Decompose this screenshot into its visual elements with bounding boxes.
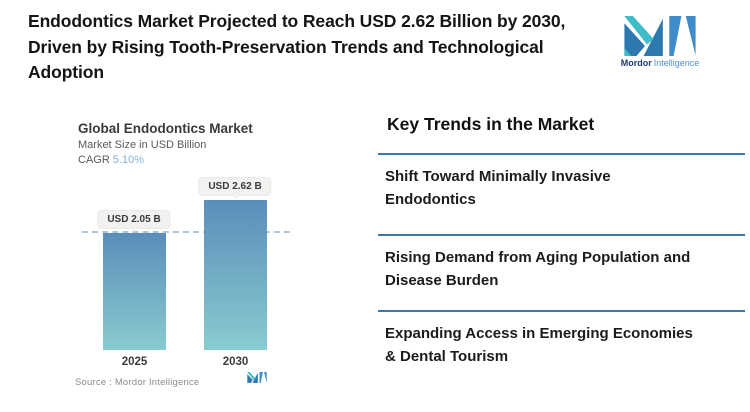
chart-bar-2030: [204, 200, 267, 350]
trend-item-2: Rising Demand from Aging Population and …: [385, 246, 745, 292]
trend-item-line: & Dental Tourism: [385, 348, 509, 365]
chart-bar-2025: [103, 233, 166, 350]
reference-dashed-line: [82, 231, 290, 233]
brand-name-primary: Mordor: [620, 58, 652, 68]
page-title: Endodontics Market Projected to Reach US…: [28, 9, 618, 86]
chart-cagr: CAGR 5.10%: [78, 154, 144, 166]
trend-item-3: Expanding Access in Emerging Economies &…: [385, 322, 745, 368]
trend-item-line: Disease Burden: [385, 272, 499, 289]
value-label-2030: USD 2.62 B: [198, 177, 272, 196]
cagr-label: CAGR: [78, 154, 110, 166]
trend-item-line: Endodontics: [385, 191, 476, 208]
chart-subtitle: Market Size in USD Billion: [78, 139, 207, 151]
chart-title: Global Endodontics Market: [78, 121, 253, 136]
trend-divider: [378, 310, 745, 312]
page-title-line: Adoption: [28, 62, 104, 82]
page-title-line: Driven by Rising Tooth-Preservation Tren…: [28, 36, 544, 57]
value-label-2025: USD 2.05 B: [97, 210, 171, 229]
mordor-intelligence-logo-icon: [622, 16, 698, 56]
trend-item-line: Shift Toward Minimally Invasive: [385, 168, 611, 185]
source-note: Source : Mordor Intelligence: [75, 377, 200, 388]
brand-name-secondary: Intelligence: [653, 58, 700, 68]
page-title-line: Endodontics Market Projected to Reach US…: [28, 11, 566, 31]
trend-divider: [378, 153, 745, 155]
trend-divider: [378, 234, 745, 236]
brand-logo-text: Mordor Intelligence: [620, 58, 700, 68]
x-axis-label-2025: 2025: [121, 356, 148, 368]
trend-item-1: Shift Toward Minimally Invasive Endodont…: [385, 165, 745, 211]
brand-logo: Mordor Intelligence: [620, 16, 700, 68]
mordor-intelligence-mini-logo-icon: [247, 372, 267, 383]
trend-item-line: Rising Demand from Aging Population and: [385, 249, 691, 266]
trends-heading: Key Trends in the Market: [387, 114, 595, 134]
x-axis-label-2030: 2030: [222, 356, 249, 368]
cagr-value: 5.10%: [112, 154, 144, 166]
trend-item-line: Expanding Access in Emerging Economies: [385, 325, 693, 342]
